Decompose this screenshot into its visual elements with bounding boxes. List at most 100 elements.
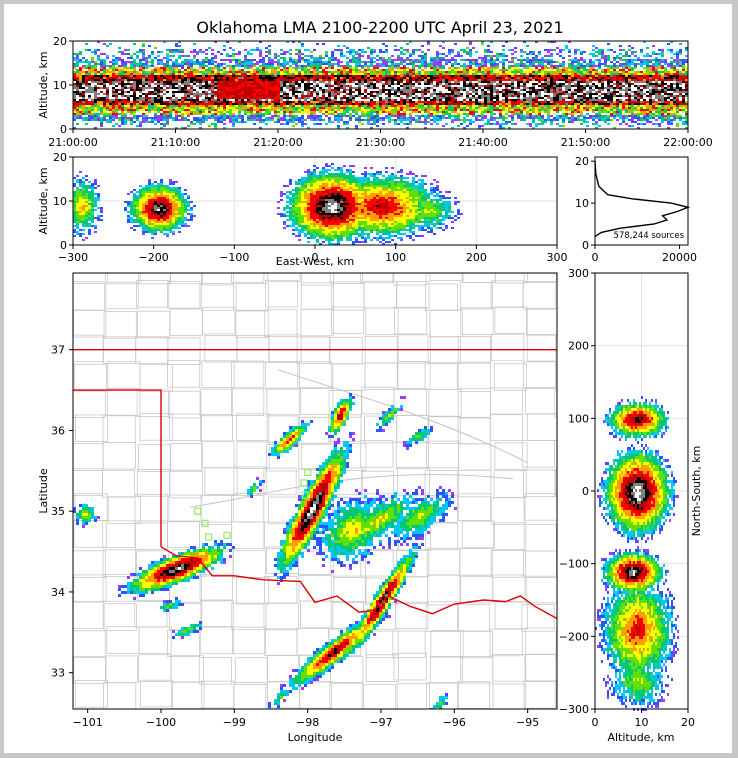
time-height-cell-orange	[127, 103, 130, 105]
time-height-cell-orange	[358, 69, 361, 71]
time-height-cell-lime	[520, 71, 523, 73]
time-height-cell-cyan	[199, 65, 202, 67]
time-height-cell-white	[364, 83, 367, 85]
time-height-cell-white	[451, 81, 454, 83]
time-height-cell-lime	[247, 111, 250, 113]
time-height-cell-green	[376, 113, 379, 115]
time-height-cell-darkred	[271, 81, 274, 83]
time-height-cell-yellow	[334, 113, 337, 115]
time-height-cell-orange	[286, 109, 289, 111]
time-height-cell-violet	[115, 115, 118, 117]
time-height-cell-gray	[460, 95, 463, 97]
time-height-cell-green	[367, 115, 370, 117]
time-height-cell-green	[298, 49, 301, 51]
time-height-cell-violet	[418, 61, 421, 63]
time-height-cell-darkred	[271, 83, 274, 85]
time-height-cell-lime	[322, 73, 325, 75]
time-height-cell-violet	[280, 117, 283, 119]
time-height-cell-gray	[361, 81, 364, 83]
time-height-cell-black	[154, 89, 157, 91]
time-height-cell-white	[310, 89, 313, 91]
time-height-cell-darkred	[496, 85, 499, 87]
time-height-cell-cyan	[304, 55, 307, 57]
time-height-cell-violet	[229, 121, 232, 123]
time-height-cell-yellow	[193, 109, 196, 111]
time-height-cell-lime	[124, 109, 127, 111]
time-height-cell-red	[178, 103, 181, 105]
time-height-cell-orange	[382, 107, 385, 109]
time-height-cell-black	[100, 99, 103, 101]
time-height-cell-blue	[439, 117, 442, 119]
time-height-cell-lime	[334, 71, 337, 73]
time-height-cell-violet	[349, 119, 352, 121]
time-height-cell-blue	[469, 61, 472, 63]
time-height-cell-orange	[331, 79, 334, 81]
time-height-cell-darkred	[217, 93, 220, 95]
time-height-cell-orange	[283, 105, 286, 107]
time-height-cell-darkred	[337, 93, 340, 95]
time-height-cell-black	[268, 79, 271, 81]
time-height-cell-cyan	[172, 61, 175, 63]
time-height-cell-yellow	[94, 111, 97, 113]
time-height-cell-violet	[118, 59, 121, 61]
time-height-cell-blue	[211, 57, 214, 59]
time-height-cell-darkred	[181, 77, 184, 79]
time-height-cell-green	[103, 63, 106, 65]
time-height-cell-red	[94, 69, 97, 71]
time-height-cell-black	[295, 95, 298, 97]
time-height-cell-yellow	[265, 107, 268, 109]
time-height-cell-cyan	[277, 115, 280, 117]
time-height-cell-green	[460, 49, 463, 51]
time-height-cell-cyan	[484, 123, 487, 125]
time-height-cell-red	[205, 105, 208, 107]
time-height-cell-red	[379, 101, 382, 103]
time-height-cell-cyan	[223, 127, 226, 129]
time-height-cell-gray	[121, 87, 124, 89]
time-height-cell-violet	[298, 121, 301, 123]
time-height-cell-orange	[463, 101, 466, 103]
time-height-cell-yellow	[517, 105, 520, 107]
time-height-cell-lime	[79, 107, 82, 109]
time-height-cell-black	[526, 91, 529, 93]
time-height-cell-red	[472, 113, 475, 115]
time-height-cell-violet	[334, 49, 337, 51]
time-height-cell-orange	[154, 67, 157, 69]
time-height-cell-green	[298, 71, 301, 73]
time-height-cell-violet	[154, 115, 157, 117]
time-height-cell-black	[259, 103, 262, 105]
time-height-cell-orange	[139, 73, 142, 75]
time-height-cell-red	[355, 103, 358, 105]
time-height-cell-violet	[472, 59, 475, 61]
time-height-cell-red	[274, 111, 277, 113]
time-height-cell-black	[337, 79, 340, 81]
time-height-cell-white	[193, 97, 196, 99]
time-height-cell-gray	[238, 77, 241, 79]
time-height-cell-darkred	[223, 97, 226, 99]
time-height-cell-darkred	[232, 87, 235, 89]
time-height-cell-gray	[142, 83, 145, 85]
time-height-cell-black	[478, 103, 481, 105]
time-height-cell-darkred	[310, 77, 313, 79]
time-height-cell-yellow	[433, 113, 436, 115]
time-height-cell-blue	[463, 127, 466, 129]
time-height-cell-white	[529, 85, 532, 87]
time-height-cell-red	[262, 101, 265, 103]
time-height-cell-cyan	[469, 121, 472, 123]
time-height-cell-black	[298, 83, 301, 85]
time-height-cell-darkred	[229, 93, 232, 95]
time-height-cell-red	[517, 79, 520, 81]
time-height-cell-blue	[121, 121, 124, 123]
time-height-cell-blue	[265, 63, 268, 65]
time-height-cell-orange	[523, 109, 526, 111]
time-height-cell-red	[127, 109, 130, 111]
time-height-cell-green	[190, 111, 193, 113]
time-height-cell-red	[319, 101, 322, 103]
time-height-cell-lime	[355, 67, 358, 69]
time-height-cell-darkred	[358, 87, 361, 89]
time-height-cell-white	[193, 87, 196, 89]
time-height-cell-orange	[199, 105, 202, 107]
time-height-cell-orange	[433, 107, 436, 109]
time-height-cell-red	[325, 111, 328, 113]
time-height-cell-lime	[106, 113, 109, 115]
time-height-cell-green	[493, 107, 496, 109]
